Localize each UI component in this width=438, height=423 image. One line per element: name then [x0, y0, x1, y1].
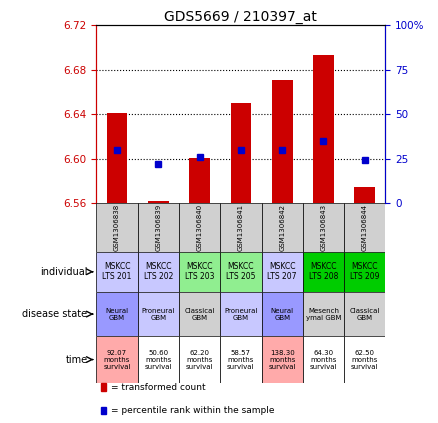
Text: Proneural
GBM: Proneural GBM [141, 308, 175, 321]
Bar [101, 383, 106, 391]
Text: disease state: disease state [22, 309, 88, 319]
Text: MSKCC
LTS 207: MSKCC LTS 207 [268, 262, 297, 281]
Bar [138, 252, 179, 292]
Text: 64.30
months
survival: 64.30 months survival [310, 349, 337, 370]
Text: GSM1306841: GSM1306841 [238, 204, 244, 251]
Bar [179, 252, 220, 292]
Bar [96, 336, 138, 383]
Bar [344, 252, 385, 292]
Text: GSM1306839: GSM1306839 [155, 204, 161, 251]
Bar [138, 292, 179, 336]
Bar [272, 80, 293, 203]
Bar [107, 113, 127, 203]
Text: MSKCC
LTS 208: MSKCC LTS 208 [309, 262, 338, 281]
Text: 138.30
months
survival: 138.30 months survival [268, 349, 296, 370]
Bar [96, 252, 138, 292]
Text: time: time [65, 354, 88, 365]
Bar [261, 203, 303, 252]
Bar [179, 292, 220, 336]
Text: MSKCC
LTS 201: MSKCC LTS 201 [102, 262, 132, 281]
Text: GSM1306844: GSM1306844 [362, 204, 368, 251]
Text: MSKCC
LTS 202: MSKCC LTS 202 [144, 262, 173, 281]
Bar [354, 187, 375, 203]
Bar [261, 292, 303, 336]
Text: Classical
GBM: Classical GBM [184, 308, 215, 321]
Bar [303, 203, 344, 252]
Bar [303, 252, 344, 292]
Bar [313, 55, 334, 203]
Text: GSM1306840: GSM1306840 [197, 204, 203, 251]
Text: Proneural
GBM: Proneural GBM [224, 308, 258, 321]
Bar [220, 336, 261, 383]
Text: 92.07
months
survival: 92.07 months survival [103, 349, 131, 370]
Text: GSM1306842: GSM1306842 [279, 204, 285, 251]
Bar [179, 336, 220, 383]
Text: Neural
GBM: Neural GBM [271, 308, 294, 321]
Bar [96, 203, 138, 252]
Title: GDS5669 / 210397_at: GDS5669 / 210397_at [164, 10, 318, 25]
Text: 62.50
months
survival: 62.50 months survival [351, 349, 378, 370]
Text: 62.20
months
survival: 62.20 months survival [186, 349, 213, 370]
Text: Classical
GBM: Classical GBM [350, 308, 380, 321]
Bar [148, 201, 169, 203]
Text: MSKCC
LTS 209: MSKCC LTS 209 [350, 262, 380, 281]
Text: Neural
GBM: Neural GBM [106, 308, 129, 321]
Text: individual: individual [40, 267, 88, 277]
Bar [138, 203, 179, 252]
Bar [220, 203, 261, 252]
Bar [138, 336, 179, 383]
Text: MSKCC
LTS 205: MSKCC LTS 205 [226, 262, 256, 281]
Bar [230, 103, 251, 203]
Bar [96, 292, 138, 336]
Text: Mesench
ymal GBM: Mesench ymal GBM [306, 308, 341, 321]
Text: MSKCC
LTS 203: MSKCC LTS 203 [185, 262, 214, 281]
Text: = transformed count: = transformed count [111, 382, 205, 392]
Bar [261, 336, 303, 383]
Text: 58.57
months
survival: 58.57 months survival [227, 349, 254, 370]
Bar [344, 336, 385, 383]
Bar [220, 252, 261, 292]
Text: 50.60
months
survival: 50.60 months survival [145, 349, 172, 370]
Bar [179, 203, 220, 252]
Bar [303, 292, 344, 336]
Bar [220, 292, 261, 336]
Bar [189, 157, 210, 203]
Bar [344, 203, 385, 252]
Text: = percentile rank within the sample: = percentile rank within the sample [111, 406, 274, 415]
Text: GSM1306838: GSM1306838 [114, 204, 120, 251]
Bar [261, 252, 303, 292]
Bar [101, 407, 106, 414]
Bar [303, 336, 344, 383]
Bar [344, 292, 385, 336]
Text: GSM1306843: GSM1306843 [321, 204, 326, 251]
